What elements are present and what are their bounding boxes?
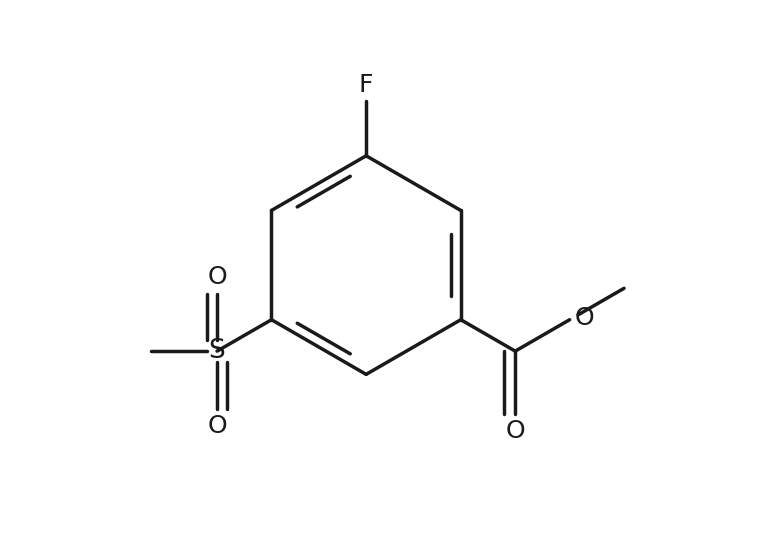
Text: F: F xyxy=(359,73,373,97)
Text: O: O xyxy=(505,420,525,443)
Text: O: O xyxy=(575,305,594,330)
Text: O: O xyxy=(207,266,227,289)
Text: O: O xyxy=(207,414,227,438)
Text: S: S xyxy=(209,338,226,364)
